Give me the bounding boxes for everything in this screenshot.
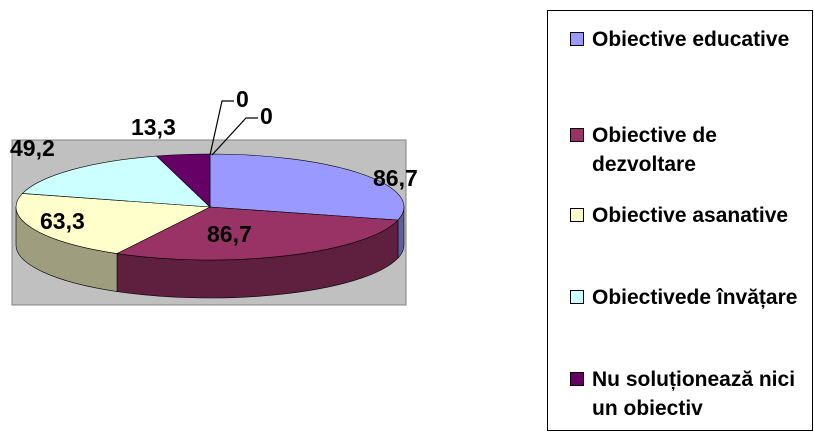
pie-slice-obiectivede-invatare [21,155,211,208]
legend-label: Obiectivede învățare [592,286,798,309]
data-label-slice-6: 0 [260,103,273,129]
data-label-obiective-de-dezvoltare: 86,7 [207,221,252,247]
legend-label: Nu soluționează nici un obiectiv [592,368,796,420]
legend-swatch [570,32,584,46]
data-label-obiective-asanative: 63,3 [40,208,85,234]
data-label-slice-5: 0 [236,86,249,112]
legend-swatch [570,208,584,222]
legend-swatch [570,290,584,304]
legend-swatch [570,128,584,142]
legend: Obiective educative Obiective de dezvolt… [547,10,813,431]
pie-slice-obiective-educative [209,153,405,221]
data-label-obiective-educative: 86,7 [373,165,418,191]
pie-slice-obiective-de-dezvoltare [116,206,399,261]
legend-label: Obiective de dezvoltare [592,124,717,176]
legend-label: Obiective educative [592,28,790,51]
leader-line-2 [211,117,258,156]
data-label-nu-solutioneaza-nici-un-obiectiv: 13,3 [131,114,176,140]
pie-slice-obiective-asanative [15,193,212,254]
leader-line-1 [209,100,234,156]
pie-chart: 86,7 86,7 63,3 49,2 13,3 00 [10,86,418,306]
legend-swatch [570,372,584,386]
leader-lines [209,100,258,156]
data-label-obiectivede-invatare: 49,2 [10,135,55,161]
legend-label: Obiective asanative [592,204,789,227]
data-labels: 86,7 86,7 63,3 49,2 13,3 00 [10,86,418,247]
